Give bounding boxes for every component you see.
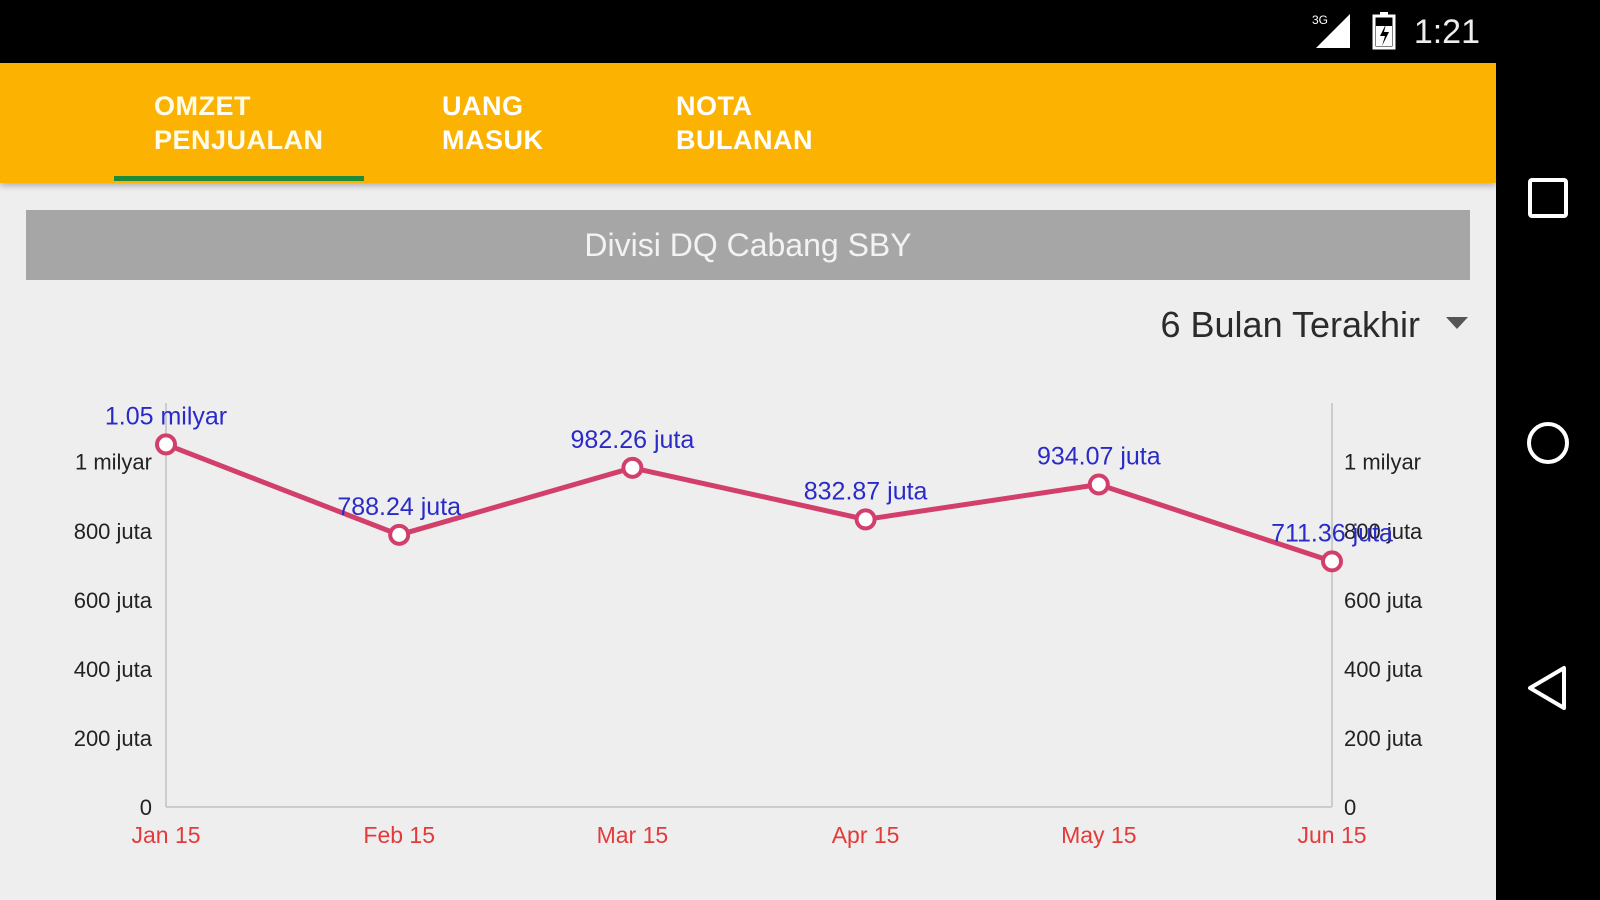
data-point	[621, 456, 644, 479]
data-label: 1.05 milyar	[105, 402, 227, 430]
tab-uang-masuk[interactable]: UANG MASUK	[402, 63, 602, 183]
y-tick-label-left: 800 juta	[74, 519, 153, 544]
x-tick-label: May 15	[1061, 822, 1136, 848]
x-tick-label: Mar 15	[597, 822, 669, 848]
y-tick-label-left: 200 juta	[74, 726, 153, 751]
tab-label: UANG MASUK	[442, 91, 544, 155]
home-icon	[1527, 422, 1569, 464]
navigation-bar	[1496, 63, 1600, 900]
data-point	[854, 508, 877, 531]
home-button[interactable]	[1518, 413, 1578, 473]
network-type: 3G	[1312, 13, 1328, 27]
y-tick-label-right: 400 juta	[1344, 657, 1423, 682]
data-point	[155, 433, 177, 456]
data-label: 832.87 juta	[804, 477, 928, 505]
status-bar: 3G 1:21	[0, 0, 1600, 63]
tab-label: NOTA BULANAN	[676, 91, 813, 155]
status-icons: 3G 1:21	[1310, 10, 1480, 54]
y-tick-label-right: 1 milyar	[1344, 450, 1421, 475]
series-line	[165, 442, 1333, 564]
data-label: 788.24 juta	[337, 493, 461, 521]
y-tick-label-left: 600 juta	[74, 588, 153, 613]
data-point	[388, 523, 411, 546]
y-tick-label-left: 0	[140, 795, 152, 820]
back-icon	[1528, 666, 1566, 710]
sales-line-chart: 0 0 200 juta 200 juta 400 juta 400 juta 600 ju…	[74, 402, 1423, 848]
y-tick-label-right: 600 juta	[1344, 588, 1423, 613]
recent-apps-icon	[1528, 178, 1568, 218]
y-tick-label-right: 800 juta	[1344, 519, 1423, 544]
tab-label: OMZET PENJUALAN	[154, 91, 324, 155]
tab-nota-bulanan[interactable]: NOTA BULANAN	[636, 63, 866, 183]
division-banner: Divisi DQ Cabang SBY	[26, 210, 1470, 280]
battery-icon	[1372, 10, 1396, 55]
data-label: 934.07 juta	[1037, 442, 1161, 470]
dropdown-arrow-icon	[1444, 315, 1470, 336]
y-tick-label-right: 200 juta	[1344, 726, 1423, 751]
y-tick-label-left: 1 milyar	[75, 450, 152, 475]
data-point	[1321, 550, 1343, 573]
tab-omzet-penjualan[interactable]: OMZET PENJUALAN	[114, 63, 364, 183]
y-tick-label-left: 400 juta	[74, 657, 153, 682]
period-dropdown[interactable]: 6 Bulan Terakhir	[1100, 295, 1470, 355]
period-selected-value: 6 Bulan Terakhir	[1160, 304, 1421, 345]
recent-apps-button[interactable]	[1518, 168, 1578, 228]
tab-active-indicator	[114, 176, 364, 181]
signal-icon: 3G	[1310, 10, 1354, 55]
division-title: Divisi DQ Cabang SBY	[584, 226, 912, 263]
x-tick-label: Jan 15	[131, 822, 200, 848]
app-content: OMZET PENJUALAN UANG MASUK NOTA BULANAN …	[0, 63, 1496, 900]
data-label: 982.26 juta	[571, 426, 695, 454]
x-tick-label: Apr 15	[832, 822, 900, 848]
data-point	[1087, 473, 1110, 496]
x-tick-label: Jun 15	[1297, 822, 1366, 848]
y-tick-label-right: 0	[1344, 795, 1356, 820]
status-time: 1:21	[1413, 12, 1480, 51]
back-button[interactable]	[1518, 658, 1578, 718]
tab-bar: OMZET PENJUALAN UANG MASUK NOTA BULANAN	[0, 63, 1496, 183]
x-tick-label: Feb 15	[363, 822, 435, 848]
data-label: 711.36 juta	[1271, 519, 1393, 547]
